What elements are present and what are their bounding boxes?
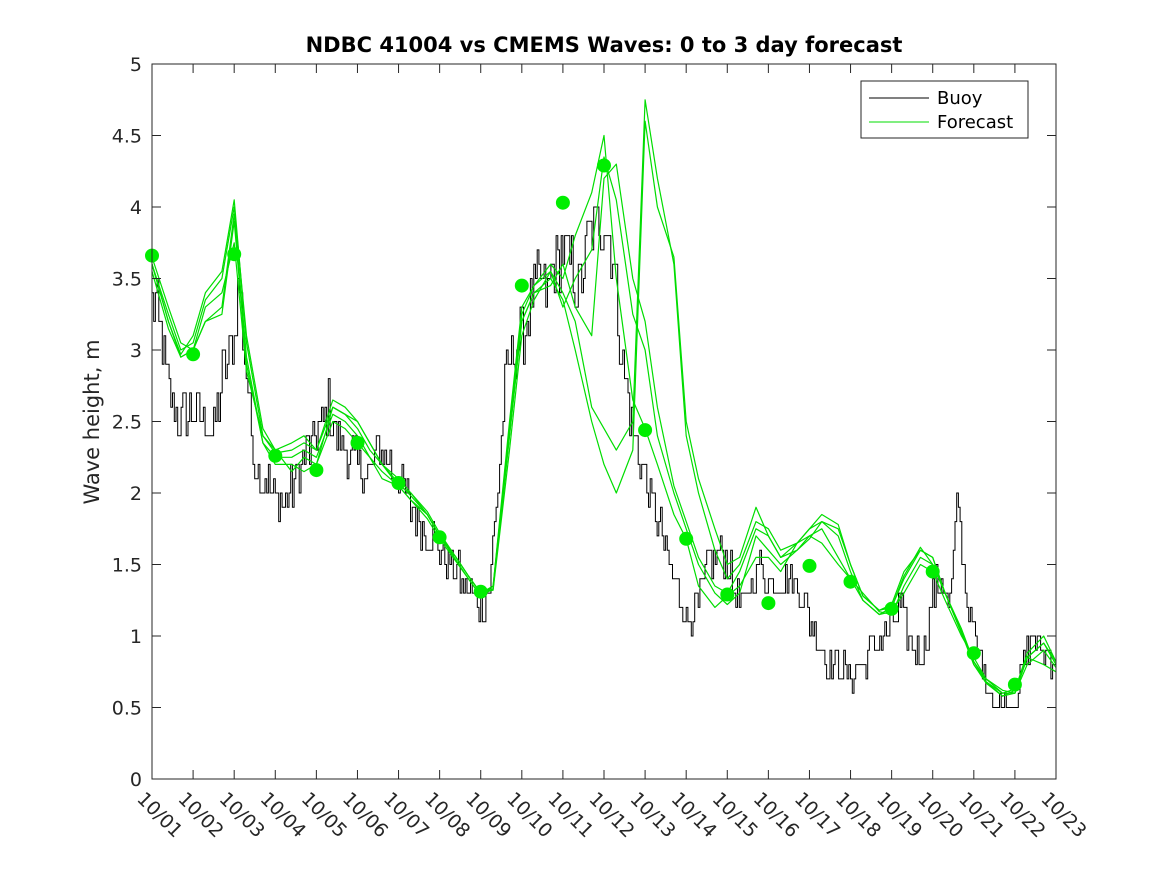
forecast-marker-point <box>350 435 365 450</box>
y-tick-label: 4.5 <box>112 126 142 148</box>
forecast-marker-point <box>843 574 858 589</box>
series-layer <box>151 99 1057 708</box>
forecast-marker-point <box>186 347 201 362</box>
chart-title: NDBC 41004 vs CMEMS Waves: 0 to 3 day fo… <box>306 33 903 57</box>
legend-forecast-label: Forecast <box>937 112 1013 133</box>
forecast-marker-point <box>638 423 653 438</box>
forecast-marker-point <box>268 448 283 463</box>
forecast-series-line-3 <box>151 163 1057 694</box>
forecast-marker-point <box>514 278 529 293</box>
legend-buoy-label: Buoy <box>937 88 983 109</box>
forecast-marker-point <box>802 558 817 573</box>
y-tick-labels: 0 0.5 1 1.5 2 2.5 3 3.5 4 4.5 5 <box>112 54 142 791</box>
forecast-series-line-4 <box>151 99 1057 697</box>
y-tick-label: 2.5 <box>112 412 142 434</box>
forecast-marker-point <box>720 587 735 602</box>
forecast-marker-point <box>473 584 488 599</box>
forecast-marker-point <box>597 158 611 173</box>
forecast-marker-point <box>925 564 940 579</box>
legend: Buoy Forecast <box>860 80 1029 139</box>
forecast-marker-point <box>1007 677 1022 692</box>
forecast-series-line-5 <box>151 120 1057 697</box>
y-tick-label: 1.5 <box>112 555 142 577</box>
marker-layer <box>145 158 1022 692</box>
y-tick-label: 0 <box>130 769 142 791</box>
forecast-marker-point <box>966 646 981 661</box>
forecast-marker-point <box>432 530 447 545</box>
y-tick-label: 2 <box>130 483 142 505</box>
buoy-series-line <box>152 206 1057 708</box>
forecast-marker-point <box>391 476 406 490</box>
y-tick-label: 5 <box>130 54 142 76</box>
forecast-marker-point <box>555 195 570 210</box>
y-tick-label: 1 <box>130 626 142 648</box>
y-tick-label: 4 <box>130 197 142 219</box>
forecast-marker-point <box>679 531 694 546</box>
forecast-marker-point <box>227 247 242 262</box>
forecast-marker-point <box>309 463 324 478</box>
forecast-marker-point <box>761 596 776 611</box>
forecast-series-line-1 <box>151 134 1057 694</box>
forecast-marker-point <box>884 601 899 616</box>
forecast-series-line-2 <box>151 156 1057 694</box>
y-tick-label: 3.5 <box>112 269 142 291</box>
y-axis-label: Wave height, m <box>80 339 104 504</box>
y-tick-label: 0.5 <box>112 698 142 720</box>
y-tick-label: 3 <box>130 340 142 362</box>
legend-box <box>860 80 1029 139</box>
axes-layer <box>151 63 1057 780</box>
